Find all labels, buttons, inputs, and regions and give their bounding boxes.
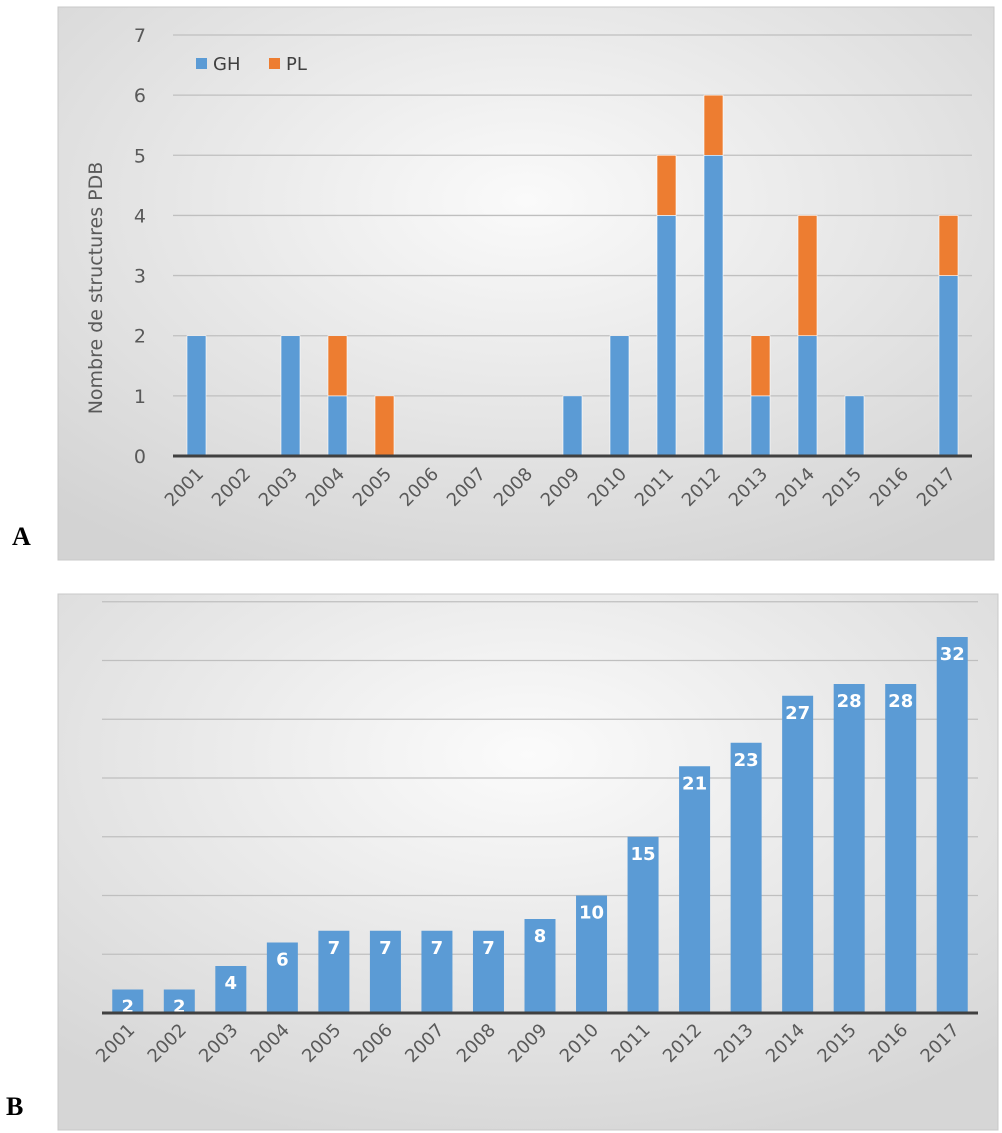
legend-swatch-pl (269, 58, 280, 69)
legend-label-pl: PL (286, 54, 307, 75)
chart-b-bar (627, 836, 659, 1013)
chart-a-bar-gh (280, 335, 301, 457)
chart-b-bar (421, 930, 453, 1013)
chart-a-bar-gh (750, 395, 771, 457)
chart-a-bar-pl (703, 94, 724, 156)
chart-a-bar-gh (327, 395, 348, 457)
chart-b-bar (215, 966, 247, 1013)
chart-b-data-label: 23 (734, 750, 759, 771)
chart-b-data-label: 4 (225, 973, 238, 994)
chart-b-data-label: 27 (785, 703, 810, 724)
chart-a-ytick-label: 5 (134, 145, 146, 167)
chart-a-bar-pl (656, 154, 677, 216)
chart-b-data-label: 7 (482, 938, 495, 959)
chart-a-background (57, 6, 995, 561)
chart-a-bar-gh (703, 154, 724, 457)
chart-a-ytick-label: 7 (134, 25, 146, 47)
chart-a-ytick-label: 4 (134, 205, 146, 227)
chart-b-data-label: 6 (276, 950, 289, 971)
chart-a-bar-gh (609, 335, 630, 457)
chart-a-bar-gh (844, 395, 865, 457)
chart-a-legend: GH PL (196, 54, 307, 75)
chart-a-ytick-label: 3 (134, 266, 146, 288)
chart-a-bar-gh (938, 275, 959, 457)
chart-b-bar (472, 930, 504, 1013)
chart-b-bar (885, 684, 917, 1013)
chart-b-bar (782, 695, 814, 1013)
chart-a-bar-pl (750, 335, 771, 397)
chart-a-bar-gh (797, 335, 818, 457)
chart-a-bar-gh (656, 215, 677, 457)
chart-b-bar (679, 766, 711, 1013)
chart-b-bar (730, 742, 762, 1013)
chart-b-bar (524, 919, 556, 1013)
chart-a-bar-gh (186, 335, 207, 457)
chart-a-ytick-label: 6 (134, 85, 146, 107)
chart-b-bar (369, 930, 401, 1013)
chart-b-data-label: 8 (534, 926, 547, 947)
chart-b-data-label: 10 (579, 903, 604, 924)
chart-a-bar-gh (562, 395, 583, 457)
chart-b-data-label: 28 (888, 691, 913, 712)
panel-label-a: A (12, 522, 31, 551)
chart-a-bar-pl (938, 215, 959, 276)
chart-b-bar (936, 637, 968, 1013)
chart-b-bar (318, 930, 350, 1013)
chart-b-data-label: 7 (379, 938, 392, 959)
legend-label-gh: GH (213, 54, 240, 75)
chart-a-bar-pl (374, 395, 395, 457)
legend-swatch-gh (196, 58, 207, 69)
chart-b-data-label: 15 (631, 844, 656, 865)
panel-label-b: B (6, 1092, 24, 1121)
chart-a-ytick-label: 0 (134, 446, 146, 468)
chart-b-data-label: 7 (328, 938, 341, 959)
chart-b-bar (833, 684, 865, 1013)
chart-b-bar (266, 942, 298, 1013)
chart-a-ytick-label: 2 (134, 326, 146, 348)
chart-a-ytick-label: 1 (134, 386, 146, 408)
chart-a-bar-pl (327, 335, 348, 397)
chart-b-data-label: 7 (431, 938, 444, 959)
chart-a-bar-pl (797, 215, 818, 337)
chart-b-data-label: 28 (837, 691, 862, 712)
chart-b-bar (163, 989, 195, 1013)
chart-b-bar (576, 895, 608, 1013)
chart-b-data-label: 32 (940, 644, 965, 665)
chart-b-data-label: 21 (682, 773, 707, 794)
chart-b-bar (112, 989, 144, 1013)
chart-a-ylabel: Nombre de structures PDB (85, 162, 107, 415)
